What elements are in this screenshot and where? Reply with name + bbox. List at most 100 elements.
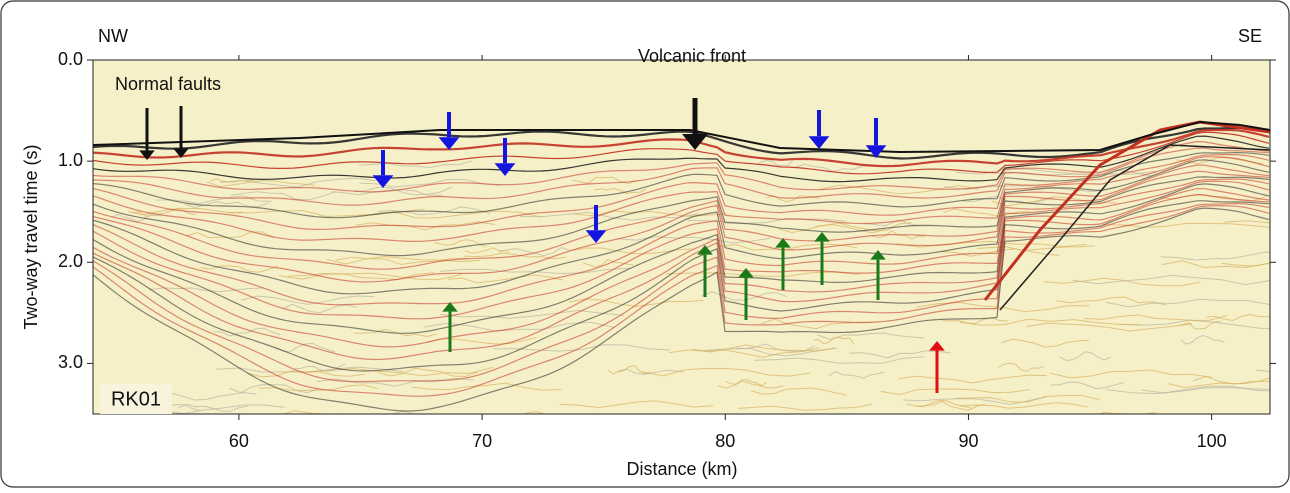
- texture: [353, 186, 452, 196]
- texture: [998, 362, 1044, 372]
- texture: [423, 321, 616, 332]
- texture: [1106, 387, 1270, 395]
- label-box: [100, 384, 172, 414]
- texture: [229, 384, 319, 394]
- texture: [1168, 380, 1270, 388]
- reflector: [93, 159, 1270, 257]
- reflector: [93, 147, 1270, 206]
- reflector: [93, 126, 1270, 160]
- texture: [1059, 351, 1112, 361]
- y-tick-label: 2.0: [58, 251, 83, 271]
- arrow-head: [585, 230, 607, 243]
- texture: [618, 368, 685, 375]
- reflector: [93, 131, 1270, 175]
- reflector: [93, 140, 1270, 193]
- texture: [1072, 274, 1270, 286]
- texture: [278, 272, 463, 280]
- texture: [178, 403, 248, 412]
- annotation: Volcanic front: [638, 46, 746, 66]
- texture: [954, 394, 1100, 403]
- texture: [701, 291, 788, 301]
- texture: [373, 210, 542, 219]
- texture: [1221, 262, 1270, 267]
- y-tick-label: 1.0: [58, 150, 83, 170]
- arrow-head: [808, 136, 830, 149]
- reflector: [93, 128, 1270, 168]
- texture: [241, 295, 375, 305]
- texture: [692, 344, 835, 353]
- arrow-head: [697, 245, 713, 255]
- texture: [210, 178, 256, 183]
- texture: [1025, 322, 1192, 332]
- reflector: [93, 151, 1270, 219]
- arrow-head: [442, 302, 458, 312]
- x-tick-label: 70: [472, 431, 492, 451]
- texture: [377, 367, 478, 378]
- texture: [880, 388, 1031, 396]
- texture: [751, 159, 793, 167]
- texture: [186, 231, 274, 239]
- texture: [355, 221, 495, 231]
- texture: [818, 184, 979, 195]
- texture: [213, 327, 281, 337]
- texture: [1001, 338, 1089, 348]
- texture: [127, 207, 244, 216]
- reflector: [93, 176, 1270, 295]
- reflector: [93, 205, 1270, 397]
- texture: [976, 245, 1095, 251]
- texture: [377, 206, 490, 216]
- texture: [148, 287, 264, 293]
- texture: [849, 350, 951, 359]
- texture: [828, 371, 885, 379]
- texture: [434, 239, 487, 248]
- reflector: [93, 153, 1270, 231]
- y-tick-label: 3.0: [58, 352, 83, 372]
- texture: [1193, 375, 1270, 385]
- arrow-head: [682, 134, 708, 150]
- texture: [426, 336, 537, 345]
- texture: [1050, 381, 1124, 390]
- arrow-head: [929, 341, 945, 351]
- texture: [307, 366, 493, 377]
- direction-label: NW: [98, 26, 128, 46]
- arrow-head: [775, 238, 791, 248]
- texture: [440, 310, 625, 319]
- slope-reflector: [999, 144, 1270, 311]
- texture: [898, 374, 1047, 384]
- texture: [1160, 251, 1270, 261]
- texture: [871, 230, 925, 240]
- texture: [717, 380, 784, 389]
- y-axis-label: Two-way travel time (s): [21, 144, 41, 329]
- texture: [1180, 335, 1225, 345]
- texture: [206, 180, 315, 188]
- reflector: [93, 156, 1270, 243]
- reflector: [93, 207, 1270, 412]
- texture: [1223, 220, 1270, 224]
- texture: [230, 191, 336, 201]
- texture: [335, 256, 468, 266]
- texture: [331, 189, 442, 196]
- texture: [1049, 369, 1212, 379]
- texture: [608, 365, 651, 375]
- texture: [754, 356, 924, 364]
- arrow-head: [870, 250, 886, 260]
- texture: [464, 247, 510, 254]
- x-tick-label: 100: [1197, 431, 1227, 451]
- texture: [1105, 298, 1270, 308]
- texture: [200, 265, 279, 273]
- texture: [353, 328, 438, 337]
- seafloor: [93, 120, 1270, 154]
- reflector: [93, 135, 1270, 183]
- arrow-head: [738, 268, 754, 278]
- texture: [1044, 277, 1201, 287]
- x-axis-label: Distance (km): [626, 459, 737, 479]
- texture: [326, 256, 480, 265]
- x-tick-label: 60: [229, 431, 249, 451]
- texture: [943, 208, 1031, 217]
- texture: [1084, 314, 1228, 321]
- texture: [737, 403, 873, 411]
- line-name: RK01: [111, 388, 161, 410]
- texture: [282, 303, 357, 314]
- reflector: [93, 183, 1270, 334]
